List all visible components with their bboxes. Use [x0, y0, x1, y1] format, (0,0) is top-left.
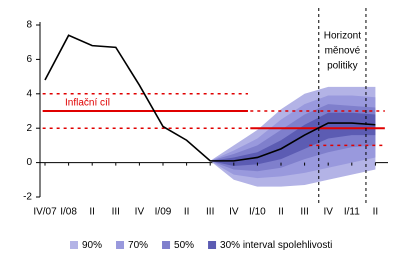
target-label: Inflační cíl: [65, 98, 110, 109]
forecast-line: [44, 34, 376, 162]
legend-label: 90%: [82, 240, 102, 251]
horizon-label: Horizont: [324, 31, 361, 42]
x-tick-label: II: [184, 207, 190, 218]
legend-swatch: [162, 241, 171, 249]
horizon-label: měnové: [325, 46, 361, 57]
legend-swatch: [208, 241, 217, 249]
y-tick-label: 0: [26, 157, 32, 168]
y-tick-label: 2: [26, 123, 32, 134]
y-tick-label: -2: [23, 192, 32, 203]
x-tick-label: IV: [323, 207, 333, 218]
x-tick-label: IV: [135, 207, 145, 218]
x-tick-label: IV/07: [33, 207, 57, 218]
x-tick-label: III: [300, 207, 308, 218]
x-tick-label: II: [373, 207, 379, 218]
x-tick-label: III: [112, 207, 120, 218]
y-tick-label: 6: [26, 54, 32, 65]
legend-label: 50%: [174, 240, 194, 251]
x-tick-label: II: [278, 207, 284, 218]
legend-label: 70%: [128, 240, 148, 251]
x-tick-label: I/09: [155, 207, 172, 218]
x-tick-label: I/11: [344, 207, 360, 218]
y-tick-label: 8: [26, 20, 32, 31]
y-tick-label: 4: [26, 88, 32, 99]
x-tick-label: III: [206, 207, 214, 218]
legend-label: 30% interval spolehlivosti: [220, 240, 332, 251]
x-tick-label: I/10: [249, 207, 266, 218]
x-tick-label: II: [89, 207, 95, 218]
fan-band: [210, 112, 376, 167]
legend-swatch: [70, 241, 78, 249]
x-tick-label: I/08: [60, 207, 77, 218]
legend-swatch: [116, 241, 125, 249]
x-tick-label: IV: [229, 207, 239, 218]
horizon-label: politiky: [327, 61, 358, 72]
